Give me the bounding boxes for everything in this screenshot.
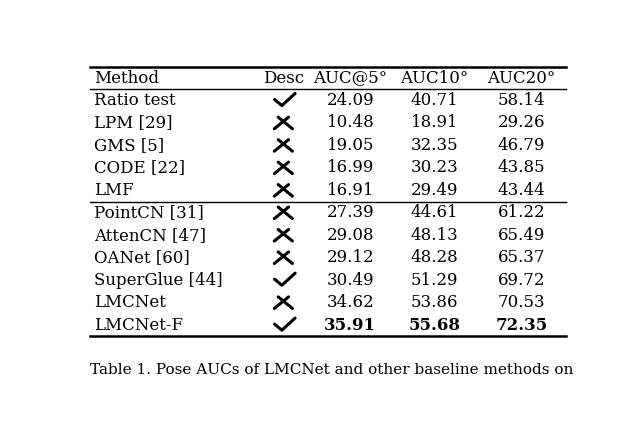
Text: 16.91: 16.91	[326, 182, 374, 199]
Text: 72.35: 72.35	[495, 317, 548, 334]
Text: 43.85: 43.85	[498, 159, 545, 176]
Text: 69.72: 69.72	[498, 272, 545, 289]
Text: 30.49: 30.49	[326, 272, 374, 289]
Text: 35.91: 35.91	[324, 317, 376, 334]
Text: LMF: LMF	[94, 182, 134, 199]
Text: CODE [22]: CODE [22]	[94, 159, 185, 176]
Text: Ratio test: Ratio test	[94, 92, 175, 109]
Text: 55.68: 55.68	[409, 317, 461, 334]
Text: 48.13: 48.13	[411, 227, 458, 244]
Text: 29.12: 29.12	[326, 249, 374, 266]
Text: Method: Method	[94, 70, 159, 86]
Text: 27.39: 27.39	[326, 204, 374, 222]
Text: SuperGlue [44]: SuperGlue [44]	[94, 272, 223, 289]
Text: 46.79: 46.79	[498, 137, 545, 154]
Text: 51.29: 51.29	[411, 272, 458, 289]
Text: AUC@5°: AUC@5°	[313, 70, 387, 86]
Text: 18.91: 18.91	[411, 114, 458, 132]
Text: LPM [29]: LPM [29]	[94, 114, 172, 132]
Text: OANet [60]: OANet [60]	[94, 249, 189, 266]
Text: LMCNet-F: LMCNet-F	[94, 317, 183, 334]
Text: AttenCN [47]: AttenCN [47]	[94, 227, 206, 244]
Text: 43.44: 43.44	[497, 182, 545, 199]
Text: 32.35: 32.35	[411, 137, 458, 154]
Text: 65.37: 65.37	[498, 249, 545, 266]
Text: 10.48: 10.48	[326, 114, 374, 132]
Text: GMS [5]: GMS [5]	[94, 137, 164, 154]
Text: AUC20°: AUC20°	[487, 70, 556, 86]
Text: 24.09: 24.09	[326, 92, 374, 109]
Text: 48.28: 48.28	[411, 249, 458, 266]
Text: AUC10°: AUC10°	[401, 70, 468, 86]
Text: 34.62: 34.62	[326, 294, 374, 311]
Text: 29.26: 29.26	[498, 114, 545, 132]
Text: Table 1. Pose AUCs of LMCNet and other baseline methods on: Table 1. Pose AUCs of LMCNet and other b…	[90, 363, 573, 377]
Text: 44.61: 44.61	[411, 204, 458, 222]
Text: 30.23: 30.23	[411, 159, 458, 176]
Text: 70.53: 70.53	[498, 294, 545, 311]
Text: Desc: Desc	[263, 70, 304, 86]
Text: 16.99: 16.99	[326, 159, 374, 176]
Text: 53.86: 53.86	[411, 294, 458, 311]
Text: 61.22: 61.22	[498, 204, 545, 222]
Text: LMCNet: LMCNet	[94, 294, 166, 311]
Text: 65.49: 65.49	[498, 227, 545, 244]
Text: PointCN [31]: PointCN [31]	[94, 204, 204, 222]
Text: 29.08: 29.08	[326, 227, 374, 244]
Text: 40.71: 40.71	[411, 92, 458, 109]
Text: 29.49: 29.49	[411, 182, 458, 199]
Text: 19.05: 19.05	[326, 137, 374, 154]
Text: 58.14: 58.14	[498, 92, 545, 109]
